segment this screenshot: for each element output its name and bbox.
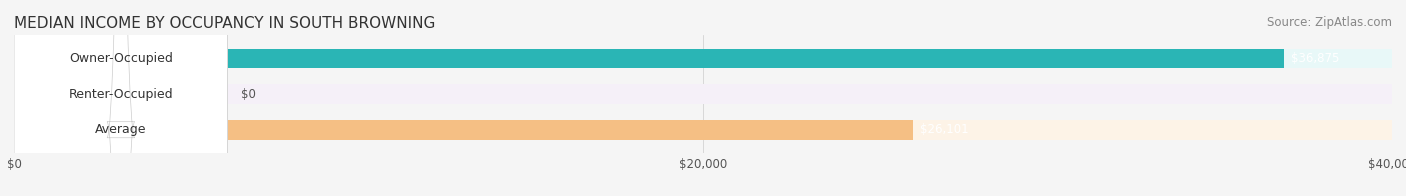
Bar	[14, 120, 912, 140]
Bar	[14, 120, 1392, 140]
Text: $36,875: $36,875	[1291, 52, 1340, 65]
Text: Owner-Occupied: Owner-Occupied	[69, 52, 173, 65]
FancyBboxPatch shape	[14, 0, 228, 196]
Bar	[14, 49, 1284, 68]
Text: $26,101: $26,101	[920, 123, 969, 136]
Text: Average: Average	[96, 123, 146, 136]
Text: $0: $0	[242, 88, 256, 101]
Text: Renter-Occupied: Renter-Occupied	[69, 88, 173, 101]
Bar	[14, 84, 1392, 104]
FancyBboxPatch shape	[14, 0, 228, 196]
FancyBboxPatch shape	[14, 0, 228, 196]
Bar	[14, 49, 1392, 68]
Text: MEDIAN INCOME BY OCCUPANCY IN SOUTH BROWNING: MEDIAN INCOME BY OCCUPANCY IN SOUTH BROW…	[14, 16, 436, 31]
Text: Source: ZipAtlas.com: Source: ZipAtlas.com	[1267, 16, 1392, 29]
